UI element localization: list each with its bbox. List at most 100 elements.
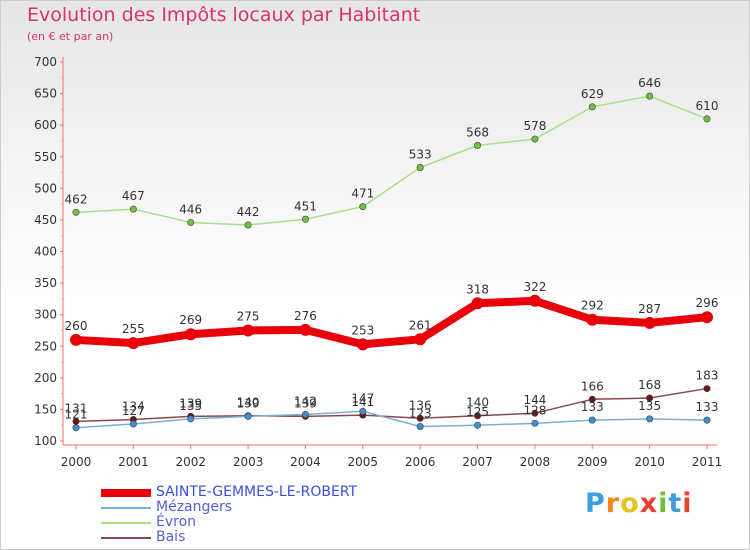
data-point-0 [70,333,82,346]
data-point-0 [471,297,484,310]
y-tick-label: 200 [34,371,57,385]
data-label: 144 [523,393,546,407]
logo-letter: x [639,488,659,519]
logo-letter: t [668,488,683,519]
data-label: 533 [409,147,432,161]
data-point-2 [244,221,252,229]
data-label: 183 [696,369,719,383]
data-label: 166 [581,379,604,393]
logo-letter: i [682,488,693,519]
data-label: 260 [65,319,88,333]
series-line-3 [75,387,708,423]
x-tick-label: 2008 [520,455,551,469]
y-tick-label: 100 [34,434,57,448]
data-point-1 [301,410,309,418]
y-tick-label: 350 [34,276,57,290]
data-point-2 [646,92,654,100]
data-label: 139 [294,396,317,410]
y-tick-label: 700 [34,55,57,69]
data-label: 125 [466,405,489,419]
data-label: 287 [638,302,661,316]
data-label: 442 [237,205,260,219]
x-tick-label: 2003 [233,455,264,469]
y-tick-label: 250 [34,339,57,353]
logo-letter: i [658,488,669,519]
data-label: 629 [581,87,604,101]
data-label: 255 [122,322,145,336]
legend-label: SAINTE-GEMMES-LE-ROBERT [156,484,358,500]
data-label: 133 [581,400,604,414]
x-tick-label: 2004 [290,455,321,469]
data-point-0 [242,324,255,337]
data-point-3 [416,414,424,422]
data-point-0 [528,294,541,307]
data-point-2 [416,163,424,171]
data-point-2 [187,218,195,226]
data-label: 131 [65,401,88,415]
data-label: 471 [351,187,374,201]
data-point-3 [531,409,539,417]
proxiti-logo: Proxiti [585,488,693,519]
data-point-0 [701,311,713,324]
y-tick-label: 500 [34,181,57,195]
data-label: 133 [696,400,719,414]
y-tick-label: 550 [34,150,57,164]
data-label: 467 [122,189,145,203]
series-line-1 [75,410,708,429]
data-label: 134 [122,400,145,414]
legend-swatch [101,506,151,509]
data-label: 139 [237,396,260,410]
data-point-2 [72,208,80,216]
data-label: 140 [237,396,260,410]
data-point-0 [586,313,599,326]
data-label: 261 [409,318,432,332]
data-point-1 [416,422,424,430]
data-point-1 [531,419,539,427]
data-label: 140 [466,396,489,410]
x-tick-label: 2001 [118,455,149,469]
legend-label: Mézangers [156,499,233,515]
data-label: 128 [523,403,546,417]
data-point-2 [359,203,367,211]
data-label: 121 [65,408,88,422]
data-label: 462 [65,192,88,206]
data-label: 141 [351,395,374,409]
data-point-3 [703,385,711,393]
data-label: 578 [523,119,546,133]
x-tick-label: 2000 [61,455,92,469]
data-point-2 [301,215,309,223]
data-label: 296 [696,296,719,310]
data-label: 276 [294,309,317,323]
legend-swatch [101,488,151,497]
data-label: 168 [638,378,661,392]
data-label: 451 [294,199,317,213]
series-line-2 [75,95,708,226]
data-point-3 [474,412,482,420]
logo-letter: r [605,488,621,519]
y-tick-label: 400 [34,245,57,259]
legend-swatch [101,521,151,524]
data-label: 127 [122,404,145,418]
data-point-0 [184,328,197,341]
chart-title: Evolution des Impôts locaux par Habitant [27,4,421,26]
data-point-2 [474,141,482,149]
data-point-1 [187,415,195,423]
data-label: 446 [179,202,202,216]
data-point-3 [646,394,654,402]
data-label: 318 [466,282,489,296]
data-point-0 [356,338,369,351]
data-label: 646 [638,76,661,90]
data-label: 142 [294,394,317,408]
data-label: 253 [351,323,374,337]
data-point-2 [129,205,137,213]
legend-label: Évron [156,514,197,530]
data-point-0 [299,323,312,336]
legend-label: Bais [156,529,186,545]
data-point-1 [646,415,654,423]
data-point-2 [588,103,596,111]
data-label: 292 [581,299,604,313]
data-label: 135 [638,399,661,413]
legend-swatch [101,536,151,539]
chart-subtitle: (en € et par an) [27,30,114,43]
